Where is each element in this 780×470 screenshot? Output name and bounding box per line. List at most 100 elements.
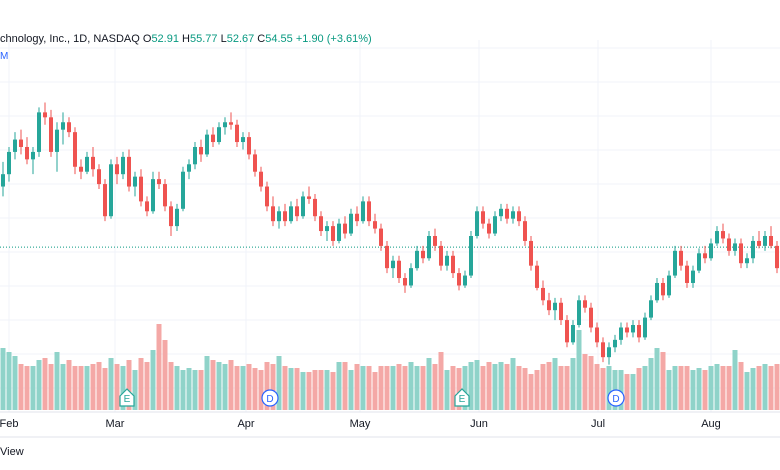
volume-bar [228,360,234,410]
candle [751,236,755,264]
candle [133,171,137,197]
candle [331,221,335,246]
earnings-event-marker[interactable]: E [119,388,135,407]
volume-bar [510,358,516,410]
candle [379,223,383,251]
candle [571,320,575,345]
volume-bar [390,366,396,410]
candle [511,206,515,224]
candle [25,137,29,165]
volume-bar [588,356,594,410]
volume-bar [102,368,108,410]
volume-bar [72,366,78,410]
volume-bar [342,362,348,410]
volume-bar [498,362,504,410]
candle [757,231,761,249]
volume-bar [180,370,186,410]
earnings-event-marker[interactable]: E [454,388,470,407]
candle [193,142,197,170]
volume-bar [414,366,420,410]
volume-bar [636,368,642,410]
volume-bar [264,362,270,410]
volume-bar [132,370,138,410]
volume-bar [66,360,72,410]
candle [499,203,503,222]
volume-bar [210,360,216,410]
volume-bar [144,362,150,410]
candle [649,295,653,321]
dividend-event-marker[interactable]: D [607,389,625,407]
candle [685,260,689,288]
high-label: H [182,33,190,45]
volume-bar [468,362,474,410]
volume-bar [606,366,612,410]
indicator-marker[interactable]: M [0,51,9,62]
candle [349,208,353,236]
time-axis: Feb Mar Apr May Jun Jul Aug [0,418,721,430]
volume-bar [738,362,744,410]
volume-bar [222,364,228,410]
volume-bar [528,374,534,410]
volume-bar [114,364,120,410]
candle [409,263,413,288]
candle [121,151,125,180]
volume-bar [324,370,330,410]
candle [397,255,401,283]
change-value: +1.90 (+3.61%) [295,33,372,45]
candle [361,196,365,224]
volume-bar [276,356,282,410]
volume-bar [18,364,24,410]
candle [271,196,275,227]
volume-bar [654,348,660,410]
volume-bar [462,366,468,410]
candle [307,186,311,204]
footer-view-link[interactable]: View [0,446,24,458]
candle [115,156,119,185]
candle [373,213,377,234]
candle [457,268,461,291]
volume-bar [570,358,576,410]
volume-bar [216,362,222,410]
candle [451,250,455,279]
volume-bar [60,364,66,410]
candle [295,198,299,222]
volume-bar [774,364,780,410]
candle [79,159,83,180]
volume-bar [540,364,546,410]
low-label: L [220,33,227,45]
candle [367,196,371,227]
candle [727,233,731,256]
candle [487,218,491,239]
event-marker-label: D [266,394,273,405]
volume-bar [396,364,402,410]
candle [91,146,95,177]
volume-bar [354,364,360,410]
candle [253,149,257,177]
volume-bar [480,366,486,410]
candle [775,240,779,274]
candle [589,302,593,333]
candle [715,226,719,246]
dividend-event-marker[interactable]: D [261,389,279,407]
event-marker-label: D [612,394,619,405]
candle [535,260,539,291]
candle [523,216,527,246]
candle [403,273,407,293]
candle [85,151,89,175]
volume-bar [600,368,606,410]
candle [661,278,665,301]
volume-bar [186,368,192,410]
candle [691,265,695,288]
candle [709,238,713,261]
volume-bar [348,370,354,410]
volume-bar [726,366,732,410]
candle [175,203,179,232]
volume-bar [54,352,60,410]
candle [109,159,113,219]
candle [583,295,587,313]
candle [493,211,497,236]
volume-bar [630,374,636,410]
volume-bar [300,372,306,410]
